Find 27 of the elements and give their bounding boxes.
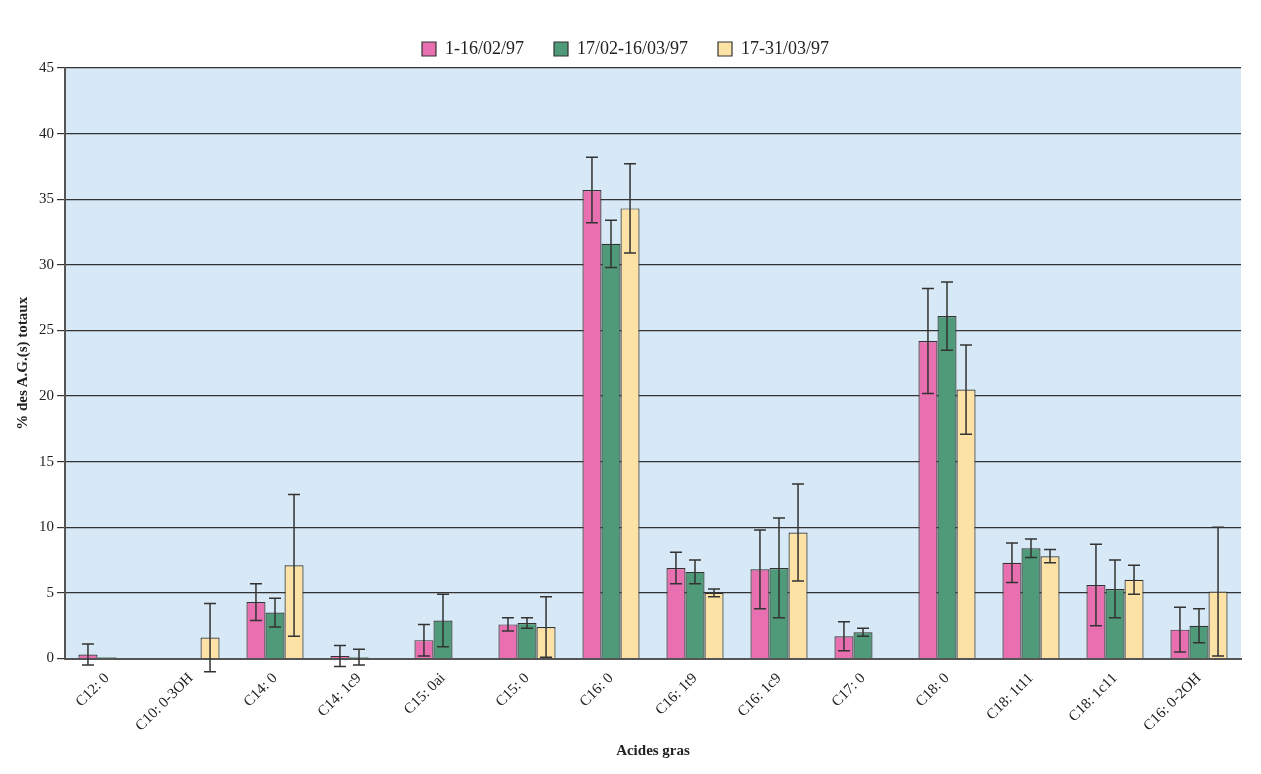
x-tick-label: C17: 0 <box>828 669 868 710</box>
legend-label: 17-31/03/97 <box>741 37 829 58</box>
y-tick-label: 30 <box>39 255 54 272</box>
y-tick-label: 0 <box>46 649 54 666</box>
x-tick-label: C12: 0 <box>72 669 112 710</box>
legend-label: 1-16/02/97 <box>445 37 525 58</box>
x-tick-label: C15: 0 <box>492 669 532 710</box>
x-tick-label: C18: 1t11 <box>982 669 1036 723</box>
x-tick-label: C16: 0 <box>576 669 616 710</box>
x-tick-label: C14: 0 <box>240 669 280 710</box>
y-axis-title: % des A.G.(s) totaux <box>13 296 31 430</box>
y-tick-label: 40 <box>39 124 54 141</box>
x-tick-label: C18: 1c11 <box>1065 669 1120 725</box>
y-tick-label: 15 <box>39 452 54 469</box>
legend-label: 17/02-16/03/97 <box>577 37 688 58</box>
x-tick-label: C14: 1c9 <box>313 669 364 720</box>
y-tick-label: 10 <box>39 518 54 535</box>
x-tick-label: C16: 1t9 <box>651 669 700 718</box>
x-axis-title: Acides gras <box>616 741 691 758</box>
y-tick-label: 45 <box>39 58 54 75</box>
y-tick-label: 35 <box>39 190 54 207</box>
x-tick-label: C18: 0 <box>912 669 952 710</box>
x-tick-label: C15: 0ai <box>400 669 448 718</box>
y-tick-label: 25 <box>39 321 54 338</box>
x-tick-label: C16: 1c9 <box>733 669 784 720</box>
y-tick-label: 5 <box>46 583 54 600</box>
y-tick-label: 20 <box>39 387 54 404</box>
